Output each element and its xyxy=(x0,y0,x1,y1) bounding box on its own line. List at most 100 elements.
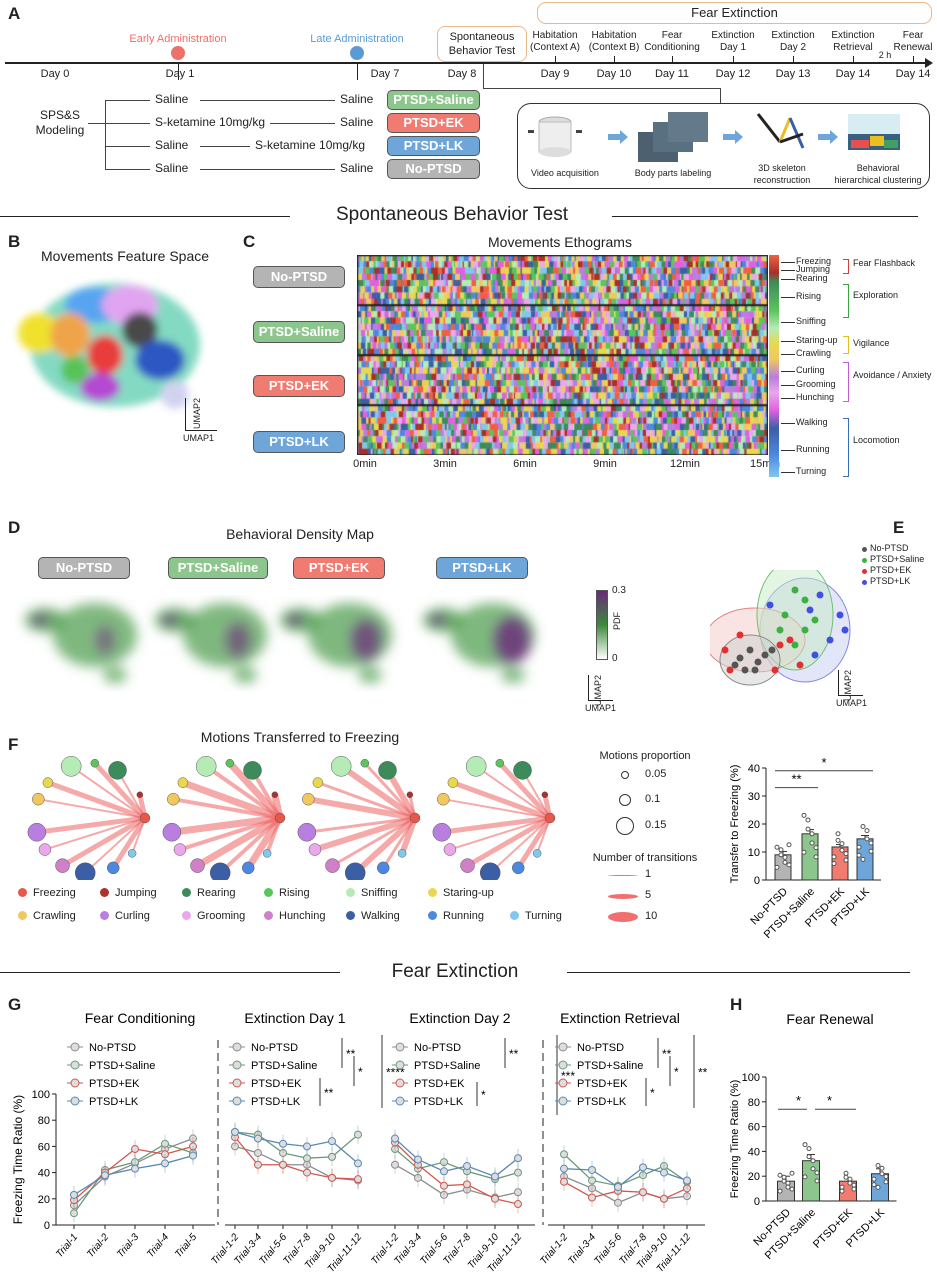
data-point xyxy=(801,849,807,855)
motion-node xyxy=(225,758,235,768)
transition-link xyxy=(353,815,418,876)
legend-dot-icon xyxy=(510,911,519,920)
y-tick-label: 40 xyxy=(38,1168,50,1180)
bracket-line xyxy=(105,123,150,124)
data-point xyxy=(843,857,849,863)
legend-marker xyxy=(558,1042,568,1052)
ethogram-group-label: No-PTSD xyxy=(253,266,345,288)
data-point xyxy=(879,1171,885,1177)
transition-link xyxy=(171,814,281,836)
bracket-line xyxy=(105,101,106,169)
data-point xyxy=(683,1192,691,1201)
data-point xyxy=(440,1167,448,1176)
series-line xyxy=(234,1145,359,1182)
animal-point xyxy=(771,666,779,674)
animal-point xyxy=(754,658,762,666)
treatment-second: Saline xyxy=(340,161,374,175)
motion-node xyxy=(397,849,407,858)
data-point xyxy=(801,812,807,818)
animal-point xyxy=(736,654,744,662)
transition-link xyxy=(245,816,283,870)
legend-text: PTSD+Saline xyxy=(251,1060,317,1072)
motion-legend-item: Running xyxy=(428,910,484,922)
legend-marker xyxy=(395,1096,405,1106)
data-point xyxy=(847,1180,853,1186)
transition-link xyxy=(399,816,418,855)
legend-text: No-PTSD xyxy=(89,1042,136,1054)
panel-label-c: C xyxy=(243,232,256,251)
motion-legend-item: Sniffing xyxy=(346,887,398,899)
x-tick-label: Trial-5 xyxy=(173,1232,199,1261)
data-point xyxy=(835,837,841,843)
motion-node xyxy=(532,849,542,858)
significance-label: * xyxy=(650,1086,655,1100)
dendrogram-line xyxy=(781,371,795,372)
legend-marker xyxy=(232,1078,242,1088)
data-point xyxy=(810,1166,816,1172)
data-point xyxy=(789,1170,795,1176)
arrow-line xyxy=(270,123,335,124)
data-point xyxy=(614,1198,622,1207)
data-point xyxy=(774,844,780,850)
transition-link xyxy=(441,815,551,835)
tick xyxy=(793,56,794,62)
transition-link xyxy=(475,765,551,819)
data-point xyxy=(805,817,811,823)
legend-text: No-PTSD xyxy=(577,1042,624,1054)
data-point xyxy=(101,1171,109,1180)
motion-node xyxy=(139,812,151,824)
data-point xyxy=(514,1168,522,1177)
data-point xyxy=(463,1180,471,1189)
time-tick: 6min xyxy=(513,458,537,470)
y-tick-label: 10 xyxy=(748,847,760,859)
transition-link xyxy=(536,817,551,854)
data-point xyxy=(231,1142,239,1151)
density-map xyxy=(155,603,267,683)
arrow-line xyxy=(200,146,250,147)
data-point xyxy=(839,847,845,853)
category-bracket xyxy=(843,418,849,477)
subplot-title: Extinction Retrieval xyxy=(560,1010,680,1026)
step-clustering: Behavioral hierarchical clustering xyxy=(834,163,922,185)
data-point xyxy=(814,1170,820,1176)
transition-link xyxy=(449,817,551,851)
tick xyxy=(733,56,734,62)
data-point xyxy=(777,1188,783,1194)
transition-link xyxy=(466,815,552,868)
divider xyxy=(567,972,910,973)
motion-node xyxy=(511,861,525,875)
legend-dot-icon xyxy=(100,888,109,897)
dendrogram-line xyxy=(781,472,795,473)
data-point xyxy=(813,854,819,860)
density-group-label: PTSD+Saline xyxy=(168,557,268,579)
tick xyxy=(913,56,914,62)
ethogram-group-label: PTSD+LK xyxy=(253,431,345,453)
density-group-label: No-PTSD xyxy=(38,557,130,579)
data-point xyxy=(843,1170,849,1176)
clustering-icon xyxy=(848,114,900,150)
data-point xyxy=(839,1188,845,1194)
data-point xyxy=(875,1163,881,1169)
data-point xyxy=(354,1175,362,1184)
data-point xyxy=(161,1139,169,1148)
data-point xyxy=(70,1209,78,1218)
motion-node xyxy=(60,756,82,777)
legend-text: Jumping xyxy=(115,887,157,899)
animal-point xyxy=(776,626,784,634)
legend-dot-icon xyxy=(862,547,867,552)
dendrogram-line xyxy=(781,385,795,386)
legend-dot-icon xyxy=(182,888,191,897)
motion-node xyxy=(27,822,47,842)
data-point xyxy=(813,845,819,851)
transition-link xyxy=(331,816,416,867)
data-point xyxy=(161,1150,169,1159)
animal-point xyxy=(726,666,734,674)
density-map xyxy=(25,603,137,683)
motion-node xyxy=(302,792,315,806)
y-tick-label: 20 xyxy=(38,1194,50,1206)
data-point xyxy=(614,1183,622,1192)
data-point xyxy=(639,1188,647,1197)
legend-text: Hunching xyxy=(279,910,326,922)
data-point xyxy=(588,1193,596,1202)
umap2-axis xyxy=(588,675,589,700)
